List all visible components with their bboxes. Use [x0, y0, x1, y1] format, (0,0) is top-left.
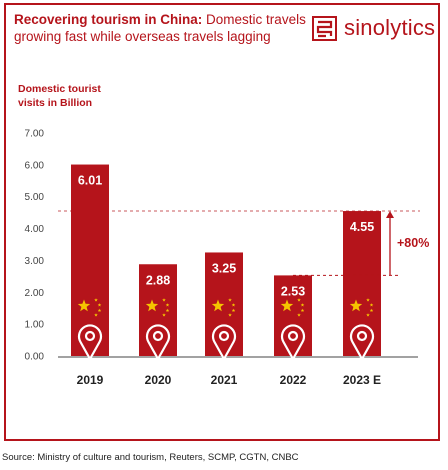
- flag-star-icon: [145, 299, 159, 312]
- x-tick-label: 2021: [211, 373, 238, 387]
- sinolytics-logo-icon: [312, 15, 337, 41]
- value-label: 2.53: [281, 284, 305, 298]
- value-label: 3.25: [212, 261, 236, 275]
- bar: [71, 164, 109, 356]
- flag-star-small-icon: [297, 313, 301, 317]
- pin-hole-icon: [84, 330, 96, 342]
- y-tick-label: 5.00: [25, 192, 45, 203]
- x-tick-label: 2019: [77, 373, 104, 387]
- flag-star-small-icon: [162, 313, 166, 317]
- brand-name: sinolytics: [344, 15, 436, 40]
- flag-star-small-icon: [369, 303, 374, 307]
- value-label: 6.01: [78, 174, 102, 188]
- y-tick-label: 7.00: [25, 129, 45, 140]
- y-tick-label: 2.00: [25, 288, 45, 299]
- chart-title: Recovering tourism in China: Domestic tr…: [14, 11, 314, 45]
- y-tick-label: 3.00: [25, 256, 45, 267]
- flag-star-small-icon: [369, 308, 374, 313]
- title-bold: Recovering tourism in China:: [14, 12, 203, 27]
- location-pin-icon: [145, 324, 171, 361]
- pin-hole-icon: [152, 330, 164, 342]
- flag-star-small-icon: [300, 303, 305, 307]
- y-tick-label: 0.00: [25, 352, 45, 363]
- flag-star-icon: [349, 299, 363, 312]
- title-rest: Domestic travels growing fast while over…: [14, 12, 306, 44]
- flag-star-small-icon: [231, 308, 236, 313]
- flag-star-icon: [77, 299, 91, 312]
- growth-annotation: +80%: [397, 236, 429, 250]
- x-tick-label: 2020: [145, 373, 172, 387]
- location-pin-icon: [280, 324, 306, 361]
- flag-star-small-icon: [228, 313, 232, 317]
- pin-hole-icon: [287, 330, 299, 342]
- flag-star-small-icon: [297, 298, 301, 302]
- y-tick-label: 4.00: [25, 224, 45, 235]
- y-tick-label: 6.00: [25, 160, 45, 171]
- pin-hole-icon: [356, 330, 368, 342]
- location-pin-icon: [349, 324, 375, 361]
- flag-star-small-icon: [97, 308, 102, 313]
- chart-frame: [4, 3, 440, 441]
- flag-star-small-icon: [165, 303, 170, 307]
- flag-star-small-icon: [366, 298, 370, 302]
- growth-arrow-icon: [386, 211, 394, 219]
- flag-star-small-icon: [228, 298, 232, 302]
- flag-star-icon: [280, 299, 294, 312]
- location-pin-icon: [211, 324, 237, 361]
- x-tick-label: 2023 E: [343, 373, 381, 387]
- y-tick-label: 1.00: [25, 320, 45, 331]
- flag-star-small-icon: [97, 303, 102, 307]
- value-label: 4.55: [350, 220, 374, 234]
- flag-star-small-icon: [366, 313, 370, 317]
- source-note: Source: Ministry of culture and tourism,…: [2, 452, 299, 463]
- flag-star-small-icon: [94, 313, 98, 317]
- flag-star-small-icon: [162, 298, 166, 302]
- flag-star-small-icon: [94, 298, 98, 302]
- flag-star-small-icon: [165, 308, 170, 313]
- flag-star-small-icon: [300, 308, 305, 313]
- pin-hole-icon: [218, 330, 230, 342]
- x-tick-label: 2022: [280, 373, 307, 387]
- location-pin-icon: [77, 324, 103, 361]
- y-axis-title: Domestic tourist visits in Billion: [18, 83, 101, 109]
- flag-star-small-icon: [231, 303, 236, 307]
- flag-star-icon: [211, 299, 225, 312]
- brand-logo: sinolytics: [312, 13, 435, 43]
- value-label: 2.88: [146, 273, 170, 287]
